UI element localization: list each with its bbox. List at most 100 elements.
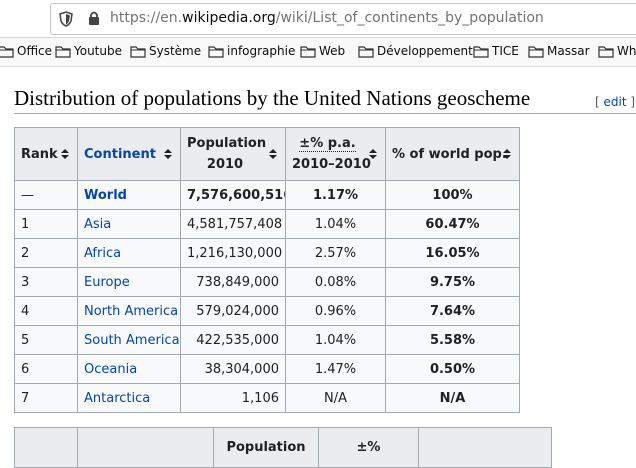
- folder-icon: [0, 46, 14, 58]
- continent-link[interactable]: North America: [84, 303, 179, 319]
- table-cell: 1.47%: [285, 354, 386, 384]
- header-cell: ±%: [318, 427, 419, 468]
- cell-text: —: [21, 187, 34, 203]
- header-label: Rank: [21, 146, 58, 162]
- bookmarks-bar: Office Youtube Système infographie Web Dévelo…: [0, 38, 636, 67]
- cell-text: 1.04%: [314, 216, 357, 232]
- url[interactable]: https://en.wikipedia.org/wiki/List_of_co…: [110, 10, 544, 26]
- table-cell: 4,581,757,408: [180, 209, 286, 239]
- continent-link[interactable]: Europe: [84, 274, 130, 290]
- table-cell: 1: [14, 209, 78, 239]
- table-cell: 6: [14, 354, 78, 384]
- cell-text: 1,216,130,000: [187, 245, 283, 261]
- cell-text: 6: [21, 361, 30, 377]
- cell-text: 1.04%: [314, 332, 357, 348]
- bookmark-label: Massar: [547, 44, 590, 58]
- cell-text: 1.47%: [314, 361, 357, 377]
- header-cell[interactable]: Continent: [77, 127, 181, 181]
- table-cell: N/A: [285, 383, 386, 413]
- folder-icon: [598, 46, 614, 58]
- edit-link[interactable]: edit: [603, 95, 627, 109]
- shield-icon[interactable]: [59, 11, 73, 27]
- table-cell: Oceania: [77, 354, 181, 384]
- cell-text: 3: [21, 274, 30, 290]
- table-cell: 7,576,600,516: [180, 180, 286, 210]
- table-cell: 5.58%: [385, 325, 520, 355]
- folder-icon: [528, 46, 544, 58]
- sort-icon[interactable]: [61, 149, 69, 159]
- cell-text: 579,024,000: [196, 303, 279, 319]
- sort-icon[interactable]: [269, 149, 277, 159]
- continent-link[interactable]: Africa: [84, 245, 122, 261]
- cell-text: 38,304,000: [204, 361, 279, 377]
- header-cell: [418, 427, 552, 468]
- bookmark-label: Système: [149, 44, 202, 58]
- table-cell: N/A: [385, 383, 520, 413]
- table-cell: Antarctica: [77, 383, 181, 413]
- edit-section: [ edit ]: [595, 95, 635, 109]
- header-cell: Population: [213, 427, 319, 468]
- table-cell: 16.05%: [385, 238, 520, 268]
- cell-text: 7: [21, 390, 30, 406]
- cell-text: 422,535,000: [196, 332, 279, 348]
- header-label: % of world pop.: [392, 146, 507, 162]
- header-cell[interactable]: % of world pop.: [385, 127, 520, 181]
- sort-icon[interactable]: [369, 149, 377, 159]
- table-cell: 2: [14, 238, 78, 268]
- table-row: — World 7,576,600,516 1.17% 100%: [14, 180, 520, 210]
- bracket: [: [595, 95, 600, 109]
- bookmark-label: Wha: [617, 44, 636, 58]
- lock-icon[interactable]: [88, 11, 100, 25]
- header-cell[interactable]: Rank: [14, 127, 78, 181]
- cell-text: 1,106: [241, 390, 279, 406]
- table-cell: South America: [77, 325, 181, 355]
- sort-icon[interactable]: [503, 149, 511, 159]
- table-cell: World: [77, 180, 181, 210]
- header-cell: [77, 427, 214, 468]
- table-cell: 1.04%: [285, 209, 386, 239]
- header-line: 2010–2010: [292, 157, 371, 172]
- cell-text: 0.08%: [314, 274, 357, 290]
- continent-link[interactable]: Asia: [84, 216, 112, 232]
- url-field[interactable]: [50, 3, 636, 35]
- table-cell: 5: [14, 325, 78, 355]
- continent-link[interactable]: Oceania: [84, 361, 138, 377]
- cell-text: 2.57%: [314, 245, 357, 261]
- cell-text: 2: [21, 245, 30, 261]
- table-row: 4 North America 579,024,000 0.96% 7.64%: [14, 296, 520, 326]
- table-cell: 0.08%: [285, 267, 386, 297]
- header-cell[interactable]: ±% p.a. 2010–2010: [285, 127, 386, 181]
- cell-text: 1.17%: [312, 187, 359, 203]
- folder-icon: [300, 46, 316, 58]
- url-domain: wikipedia.org: [182, 10, 276, 26]
- folder-icon: [208, 46, 224, 58]
- continent-link[interactable]: World: [84, 187, 127, 203]
- cell-text: 0.96%: [314, 303, 357, 319]
- table-cell: 1.17%: [285, 180, 386, 210]
- population-table: Rank Continent Population 2010 ±% p.a. 2010–2…: [14, 127, 520, 413]
- bookmark-label: Web: [319, 44, 346, 58]
- table-cell: Europe: [77, 267, 181, 297]
- table-cell: 738,849,000: [180, 267, 286, 297]
- cell-text: 16.05%: [425, 245, 480, 261]
- cell-text: 100%: [432, 187, 473, 203]
- continent-link[interactable]: South America: [84, 332, 180, 348]
- table-row: 6 Oceania 38,304,000 1.47% 0.50%: [14, 354, 520, 384]
- cell-text: 4,581,757,408: [187, 216, 283, 232]
- table-cell: 7.64%: [385, 296, 520, 326]
- table-cell: 38,304,000: [180, 354, 286, 384]
- cell-text: 5.58%: [429, 332, 476, 348]
- header-cell[interactable]: Population 2010: [180, 127, 286, 181]
- section-heading: Distribution of populations by the Unite…: [14, 86, 531, 110]
- folder-icon: [358, 46, 374, 58]
- table-cell: 100%: [385, 180, 520, 210]
- table-cell: 7: [14, 383, 78, 413]
- heading-rule: [14, 113, 636, 114]
- sort-icon[interactable]: [164, 149, 172, 159]
- cell-text: 0.50%: [429, 361, 476, 377]
- header-line: ±% p.a.: [292, 133, 363, 154]
- table-row: 2 Africa 1,216,130,000 2.57% 16.05%: [14, 238, 520, 268]
- bookmark-label: TICE: [492, 44, 519, 58]
- continent-link[interactable]: Antarctica: [84, 390, 151, 406]
- cell-text: N/A: [439, 390, 466, 406]
